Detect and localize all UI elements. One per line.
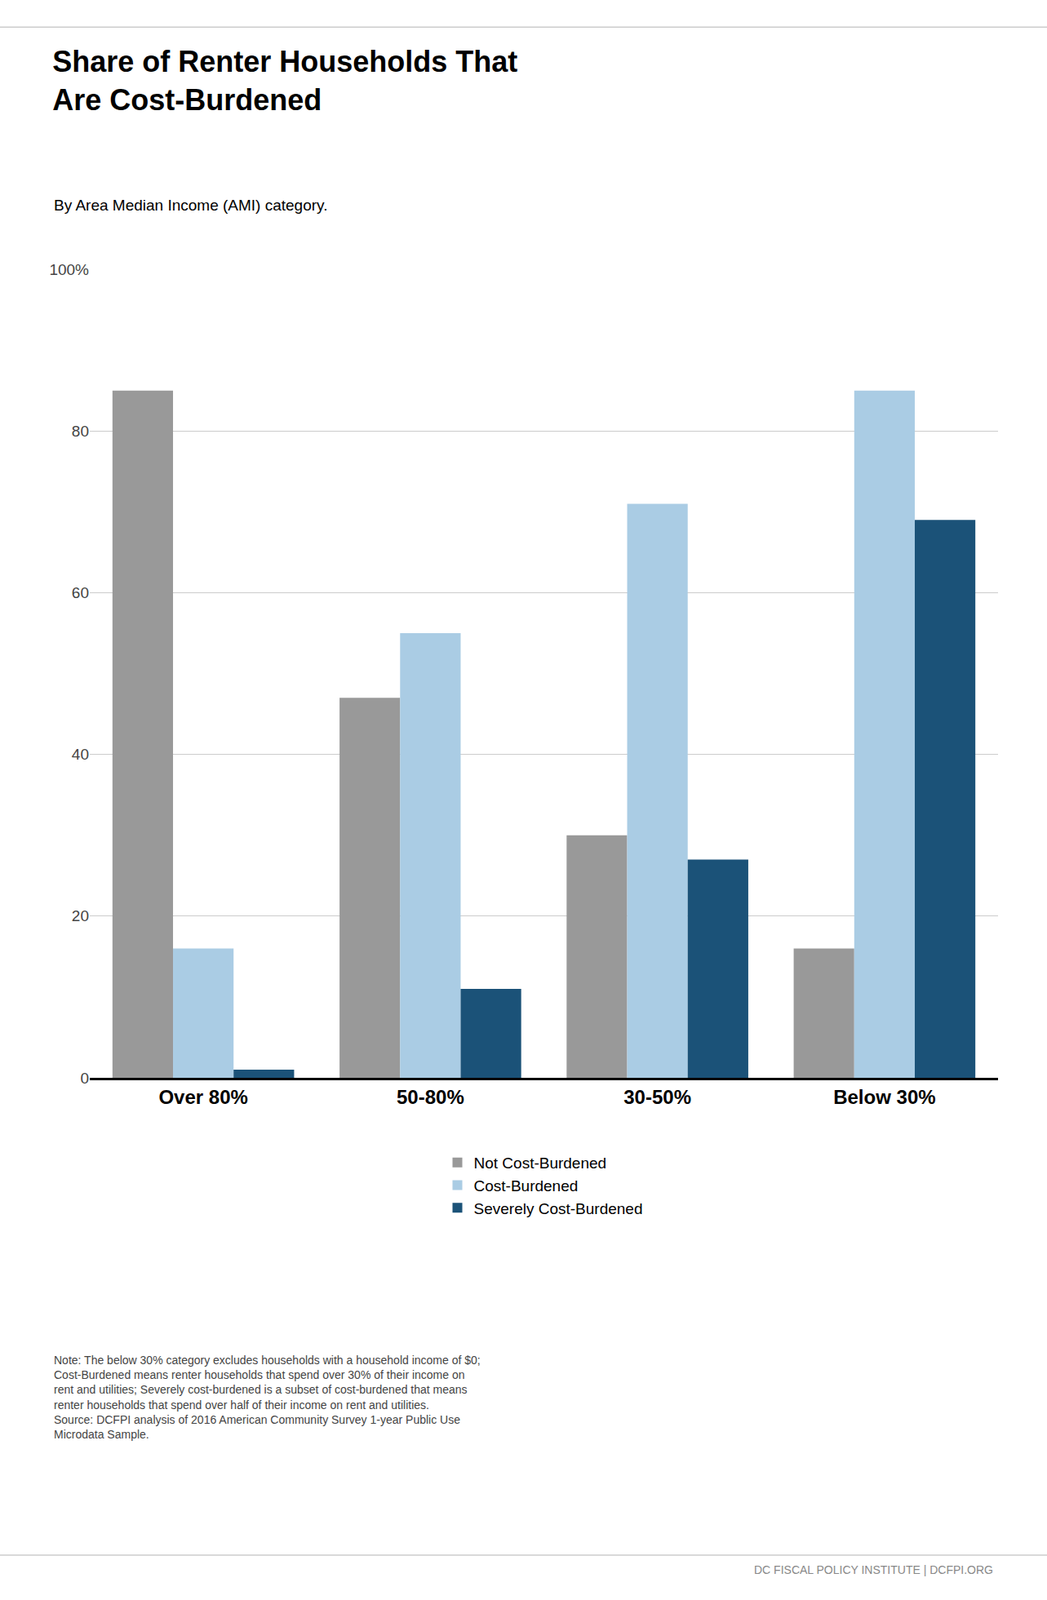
svg-text:50-80%: 50-80% <box>396 1086 465 1109</box>
svg-text:Below 30%: Below 30% <box>833 1086 936 1109</box>
svg-text:40: 40 <box>71 745 89 764</box>
svg-text:Not Cost-Burdened: Not Cost-Burdened <box>474 1154 608 1172</box>
svg-text:0: 0 <box>79 1069 89 1087</box>
svg-text:20: 20 <box>71 907 89 925</box>
svg-text:Cost-Burdened: Cost-Burdened <box>474 1177 579 1195</box>
svg-text:60: 60 <box>71 584 89 602</box>
svg-text:30-50%: 30-50% <box>623 1086 692 1109</box>
svg-text:By Area Median Income (AMI) ca: By Area Median Income (AMI) category. <box>53 196 328 214</box>
svg-text:80: 80 <box>71 422 89 440</box>
svg-text:Severely Cost-Burdened: Severely Cost-Burdened <box>474 1200 644 1218</box>
svg-text:Over 80%: Over 80% <box>158 1086 248 1109</box>
svg-text:Share of Renter Households Tha: Share of Renter Households ThatAre Cost-… <box>52 44 518 117</box>
svg-text:100%: 100% <box>48 261 89 279</box>
svg-text:DC FISCAL POLICY INSTITUTE | D: DC FISCAL POLICY INSTITUTE | DCFPI.ORG <box>754 1563 994 1577</box>
svg-text:Note: The below 30% category e: Note: The below 30% category excludes ho… <box>53 1353 481 1442</box>
